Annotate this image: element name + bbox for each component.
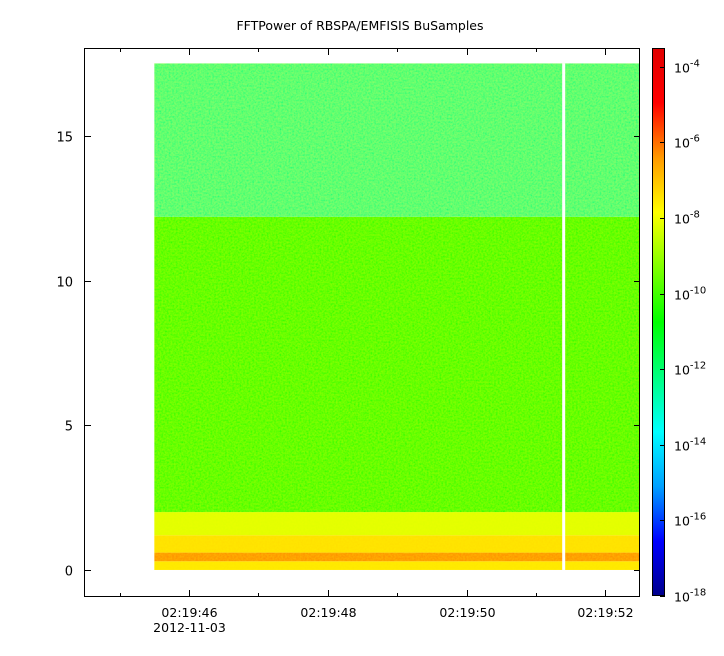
y-tick-label: 15 (56, 131, 73, 146)
colorbar-tick-label: 10-14 (674, 437, 706, 454)
heatmap-band (154, 216, 640, 513)
colorbar-tick-label: 10-12 (674, 361, 706, 378)
x-tick-label: 02:19:52 (577, 605, 633, 620)
colorbar-tick-label: 10-8 (674, 210, 700, 227)
colorbar-tick-label: 10-18 (674, 588, 706, 605)
colorbar-tick-label: 10-10 (674, 286, 706, 303)
colorbar: 10-4 10-6 10-8 10-10 10-12 10-14 10-16 10-18 (652, 48, 706, 605)
x-tick-label: 02:19:46 (161, 605, 217, 620)
chart-title: FFTPower of RBSPA/EMFISIS BuSamples (236, 18, 483, 33)
data-gap-line (562, 63, 566, 570)
heatmap-band (154, 552, 640, 562)
heatmap-band (154, 535, 640, 553)
heatmap-band (154, 63, 640, 217)
colorbar-tick-label: 10-6 (674, 134, 700, 151)
heatmap-cells (154, 63, 640, 570)
colorbar-frame (652, 48, 665, 596)
colorbar-gradient (652, 48, 665, 596)
y-tick-label: 0 (65, 565, 73, 580)
heatmap-band (154, 561, 640, 570)
y-axis: 0 5 10 15 (56, 131, 640, 580)
x-tick-label: 02:19:48 (300, 605, 356, 620)
plot-area (154, 63, 640, 570)
heatmap-band (154, 512, 640, 536)
colorbar-tick-label: 10-4 (674, 59, 700, 76)
plot-frame (84, 48, 640, 597)
y-tick-label: 10 (56, 276, 73, 291)
x-tick-label: 02:19:50 (439, 605, 495, 620)
y-tick-label: 5 (65, 420, 73, 435)
x-tick-sublabel: 2012-11-03 (153, 620, 226, 635)
colorbar-tick-label: 10-16 (674, 512, 706, 529)
